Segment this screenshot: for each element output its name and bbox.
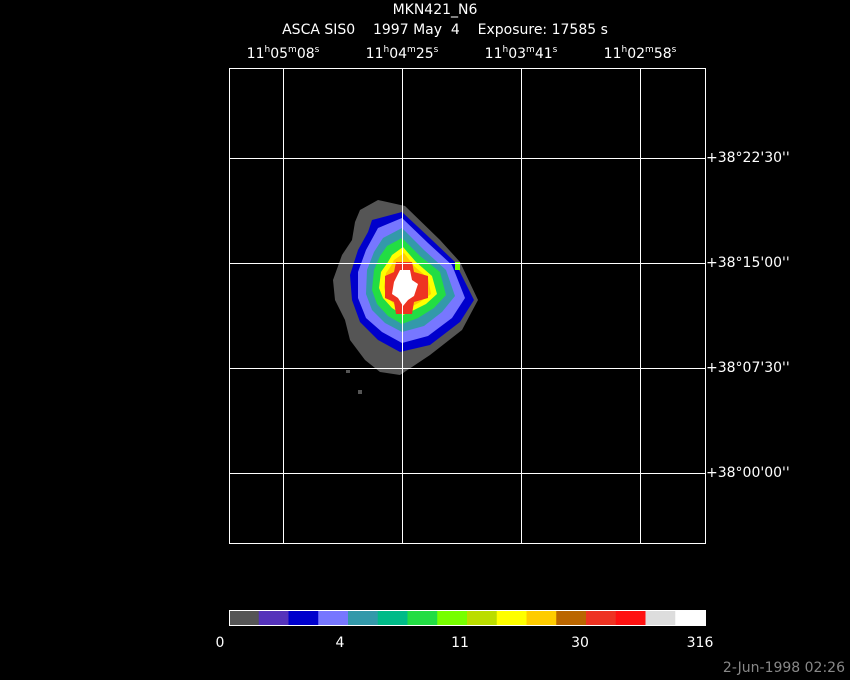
colorbar-label: 316: [687, 635, 714, 651]
colorbar-swatch: [586, 610, 617, 625]
ra-label: 11h04m25s: [366, 45, 439, 63]
colorbar-swatch: [288, 610, 319, 625]
colorbar-label: 4: [336, 635, 345, 651]
colorbar-swatch: [437, 610, 468, 625]
colorbar-swatch: [467, 610, 498, 625]
colorbar-swatch: [229, 610, 260, 625]
dec-label: +38°22'30'': [706, 150, 790, 166]
colorbar-swatch: [377, 610, 408, 625]
title: MKN421_N6: [393, 2, 478, 18]
ra-label: 11h05m08s: [247, 45, 320, 63]
dec-label: +38°07'30'': [706, 360, 790, 376]
subtitle: ASCA SIS0 1997 May 4 Exposure: 17585 s: [282, 22, 608, 38]
colorbar-label: 30: [571, 635, 589, 651]
colorbar-label: 11: [451, 635, 469, 651]
dec-label: +38°00'00'': [706, 465, 790, 481]
colorbar-swatch: [556, 610, 587, 625]
ra-label: 11h02m58s: [604, 45, 677, 63]
timestamp: 2-Jun-1998 02:26: [723, 660, 845, 676]
colorbar-label: 0: [216, 635, 225, 651]
image: [333, 200, 478, 394]
colorbar-swatch: [348, 610, 379, 625]
colorbar-swatch: [496, 610, 527, 625]
grid: [229, 68, 706, 544]
dec-label: +38°15'00'': [706, 255, 790, 271]
colorbar-swatch: [645, 610, 676, 625]
colorbar-frame: [229, 610, 706, 626]
colorbar-swatch: [675, 610, 706, 625]
colorbar-swatch: [318, 610, 349, 625]
colorbar-swatch: [526, 610, 557, 625]
colorbar-swatch: [407, 610, 438, 625]
ra-label: 11h03m41s: [485, 45, 558, 63]
colorbar-swatch: [615, 610, 646, 625]
colorbar-swatch: [258, 610, 289, 625]
